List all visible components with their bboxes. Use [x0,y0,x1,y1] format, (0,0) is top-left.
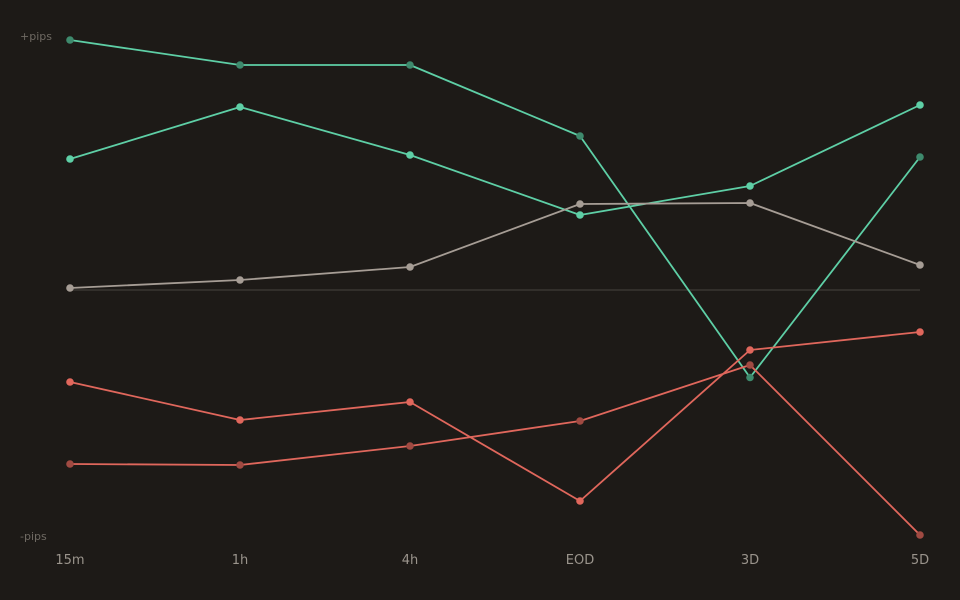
series-2-point-3D [746,182,754,190]
series-4-point-1h [236,416,244,424]
series-4-point-15m [66,378,74,386]
series-4 [66,328,924,505]
series-4-point-4h [406,398,414,406]
series-5-point-EOD [576,417,584,425]
x-tick-label: 1h [232,553,249,568]
series-1-point-5D [916,153,924,161]
series-4-point-EOD [576,497,584,505]
series-3-point-5D [916,261,924,269]
x-tick-label: 4h [402,553,419,568]
x-tick-label: EOD [566,553,594,568]
series-2-point-1h [236,103,244,111]
series-1-point-3D [746,373,754,382]
series-1 [66,36,924,382]
series-5-point-4h [406,442,414,450]
series-5-point-3D [746,361,754,369]
series-4-point-3D [746,346,754,354]
series-2-point-EOD [576,211,584,219]
y-top-label: +pips [20,30,52,43]
series-5 [66,361,924,539]
series-3-point-15m [66,284,74,292]
series-1-point-EOD [576,132,584,140]
series-3 [66,199,924,292]
series-5-point-5D [916,531,924,539]
series-4-point-5D [916,328,924,336]
series-3-point-3D [746,199,754,207]
series-5-point-1h [236,461,244,469]
series-5-line [69,364,921,536]
series-3-point-1h [236,276,244,284]
x-tick-label: 15m [55,553,84,568]
x-axis-ticks: 15m 1h 4h EOD 3D 5D [55,553,929,568]
series-1-point-15m [66,36,74,44]
series-1-point-4h [406,61,414,69]
series-3-point-4h [406,263,414,271]
series-4-line [69,331,921,502]
series-1-line [69,39,921,379]
series-1-point-1h [236,61,244,69]
x-tick-label: 3D [741,553,759,568]
series-5-point-15m [66,460,74,468]
series-3-line [69,202,921,289]
series-2-point-5D [916,101,924,109]
series-layer [66,36,924,539]
x-tick-label: 5D [911,553,929,568]
series-2-point-15m [66,155,74,163]
series-3-point-EOD [576,200,584,208]
series-2-point-4h [406,151,414,159]
series-2-line [69,104,921,216]
y-bottom-label: -pips [20,530,47,543]
series-2 [66,101,924,219]
